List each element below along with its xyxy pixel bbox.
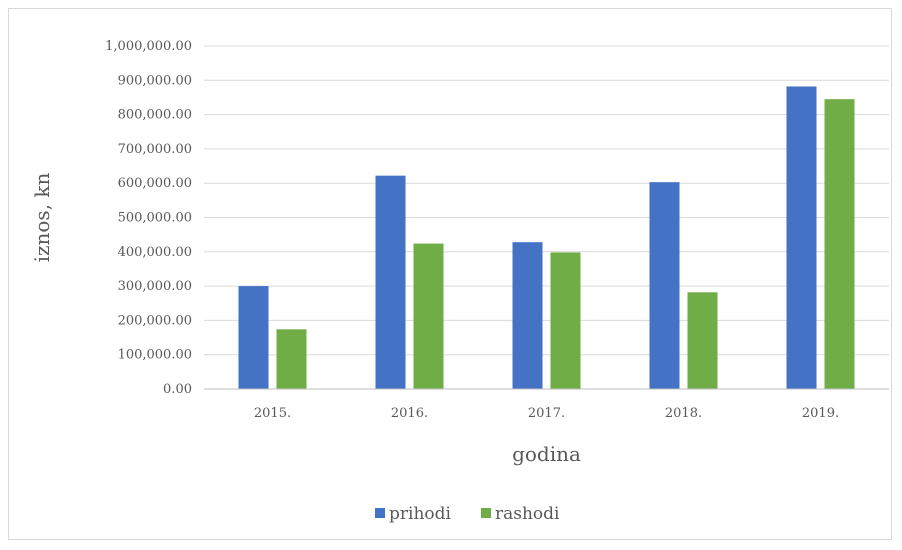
bars: [238, 86, 855, 389]
bar-prihodi: [786, 86, 817, 389]
x-tick-label: 2019.: [802, 406, 839, 421]
legend-swatch-rashodi: [481, 508, 491, 518]
legend-swatch-prihodi: [375, 508, 385, 518]
y-axis-title: iznos, kn: [30, 172, 54, 262]
x-tick-label: 2016.: [391, 406, 428, 421]
bar-rashodi: [276, 329, 307, 389]
x-tick-label: 2017.: [528, 406, 565, 421]
bar-prihodi: [512, 242, 543, 389]
y-tick-label: 400,000.00: [118, 245, 192, 260]
y-tick-label: 1,000,000.00: [105, 39, 192, 54]
bar-chart: 0.00 100,000.00 200,000.00 300,000.00 400,00…: [30, 39, 889, 524]
y-tick-label: 900,000.00: [118, 73, 192, 88]
legend-label-prihodi: prihodi: [389, 504, 452, 524]
bar-prihodi: [649, 182, 680, 389]
y-tick-label: 200,000.00: [118, 313, 192, 328]
bar-rashodi: [687, 292, 718, 389]
y-tick-label: 0.00: [163, 382, 192, 397]
chart-area: 0.00 100,000.00 200,000.00 300,000.00 400,00…: [8, 8, 892, 540]
x-axis-title: godina: [512, 442, 581, 466]
x-axis-tick-labels: 2015. 2016. 2017. 2018. 2019.: [254, 406, 839, 421]
y-tick-label: 100,000.00: [118, 348, 192, 363]
bar-prihodi: [238, 286, 269, 389]
bar-prihodi: [375, 175, 406, 389]
y-tick-label: 300,000.00: [118, 279, 192, 294]
gridlines: [204, 45, 889, 356]
y-tick-label: 700,000.00: [118, 142, 192, 157]
legend-label-rashodi: rashodi: [495, 504, 560, 524]
bar-rashodi: [824, 99, 855, 389]
x-tick-label: 2015.: [254, 406, 291, 421]
y-axis-tick-labels: 0.00 100,000.00 200,000.00 300,000.00 400,00…: [105, 39, 192, 397]
legend: prihodi rashodi: [375, 504, 560, 524]
y-tick-label: 600,000.00: [118, 176, 192, 191]
x-tick-label: 2018.: [665, 406, 702, 421]
bar-rashodi: [413, 243, 444, 389]
y-tick-label: 500,000.00: [118, 211, 192, 226]
bar-rashodi: [550, 252, 581, 389]
y-tick-label: 800,000.00: [118, 108, 192, 123]
